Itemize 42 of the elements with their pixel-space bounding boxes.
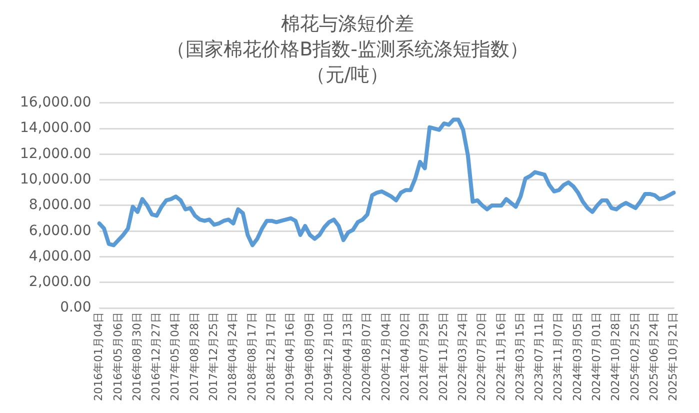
x-tick-label: 2020年08月07日 — [360, 312, 374, 402]
x-tick-label: 2019年08月09日 — [302, 312, 316, 402]
x-tick-label: 2017年05月04日 — [168, 312, 182, 402]
x-tick-label: 2018年08月17日 — [245, 312, 258, 402]
y-tick-label: 6,000.00 — [28, 222, 92, 239]
y-tick-label: 2,000.00 — [28, 274, 92, 290]
y-tick-label: 10,000.00 — [20, 171, 92, 188]
y-tick-label: 8,000.00 — [28, 197, 92, 214]
x-tick-label: 2025年06月24日 — [648, 312, 661, 402]
x-tick-label: 2022年11月16日 — [494, 312, 508, 402]
x-tick-label: 2025年02月25日 — [628, 312, 642, 402]
x-tick-label: 2023年03月15日 — [513, 312, 526, 402]
x-tick-label: 2020年12月04日 — [379, 312, 392, 402]
x-tick-label: 2024年07月01日 — [590, 312, 604, 402]
x-tick-label: 2017年12月25日 — [207, 312, 220, 402]
x-tick-label: 2022年07月20日 — [475, 312, 488, 402]
x-tick-label: 2019年04月16日 — [284, 312, 297, 402]
x-tick-label: 2023年07月11日 — [532, 312, 546, 402]
x-tick-label: 2017年08月28日 — [188, 312, 201, 402]
y-tick-label: 4,000.00 — [28, 248, 92, 264]
x-tick-label: 2023年11月07日 — [552, 312, 565, 402]
x-tick-label: 2018年04月24日 — [226, 312, 240, 402]
x-tick-label: 2016年01月04日 — [92, 312, 106, 402]
x-tick-label: 2016年05月06日 — [111, 312, 124, 402]
x-tick-label: 2025年10月21日 — [666, 312, 680, 402]
x-tick-label: 2016年12月27日 — [150, 312, 163, 402]
y-tick-label: 0.00 — [60, 300, 92, 316]
x-tick-label: 2020年04月13日 — [341, 312, 354, 402]
x-tick-label: 2019年12月10日 — [322, 312, 335, 402]
x-tick-label: 2024年10月28日 — [609, 312, 622, 402]
chart-subtitle: （国家棉花价格B指数-监测系统涤短指数）（元/吨） — [166, 38, 528, 86]
x-tick-label: 2021年07月29日 — [418, 312, 431, 402]
chart-title: 棉花与涤短价差 — [281, 12, 414, 35]
x-tick-label: 2024年03月05日 — [570, 312, 584, 402]
x-tick-label: 2018年12月17日 — [264, 312, 278, 402]
x-tick-label: 2021年11月25日 — [436, 312, 450, 402]
y-tick-label: 12,000.00 — [20, 146, 92, 162]
x-tick-label: 2021年04月02日 — [398, 312, 412, 402]
y-tick-label: 16,000.00 — [20, 94, 92, 111]
y-tick-label: 14,000.00 — [20, 120, 92, 136]
x-tick-label: 2016年08月30日 — [130, 312, 144, 402]
x-tick-label: 2022年03月24日 — [456, 312, 469, 402]
